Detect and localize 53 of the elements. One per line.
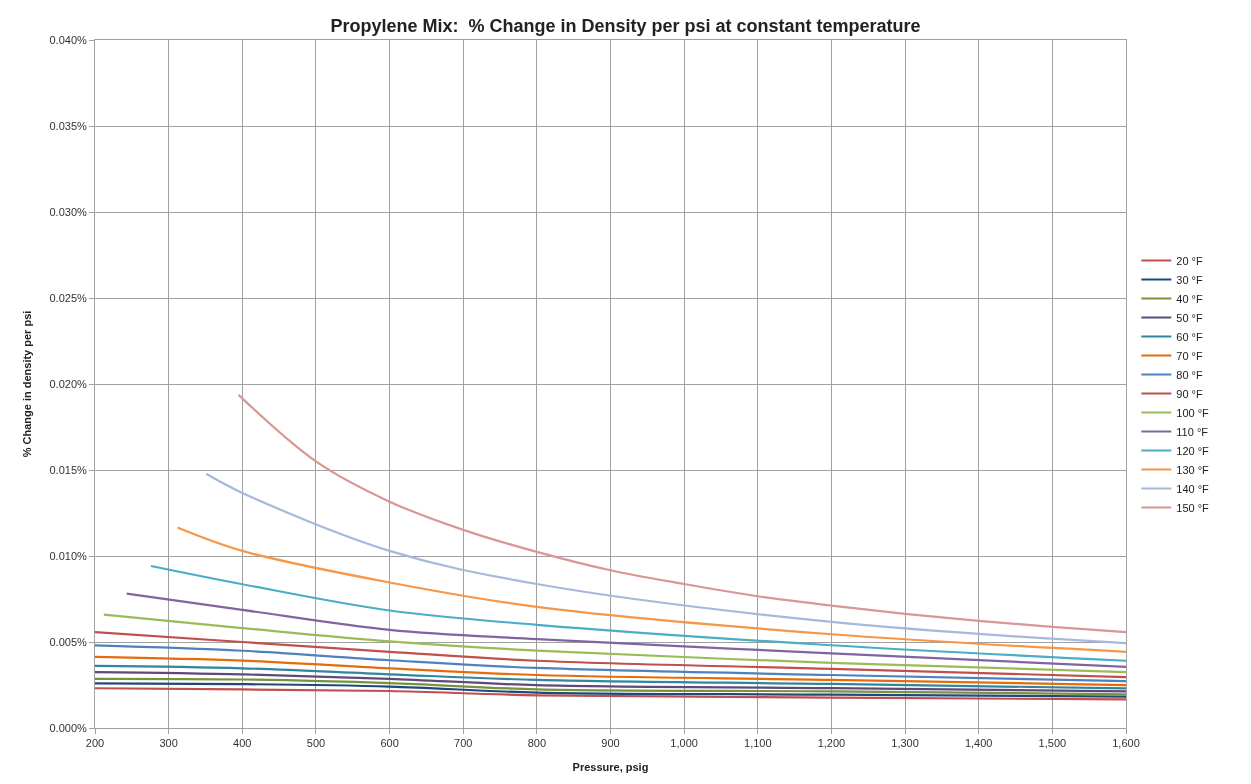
legend-label: 140 °F [1176, 482, 1210, 495]
legend-label: 40 °F [1176, 292, 1203, 305]
chart-title: Propylene Mix: % Change in Density per psi at constant temperature [330, 16, 921, 37]
y-tick-label: 0.025% [49, 291, 88, 304]
x-tick-label: 700 [454, 737, 473, 750]
legend-label: 90 °F [1176, 387, 1203, 400]
y-tick-label: 0.035% [49, 119, 88, 132]
legend-label: 120 °F [1176, 444, 1210, 457]
y-tick-label: 0.030% [49, 205, 88, 218]
y-axis-title: % Change in density per psi [21, 310, 34, 458]
x-tick-label: 1,200 [817, 737, 846, 750]
legend-label: 50 °F [1176, 311, 1203, 324]
legend-label: 150 °F [1176, 501, 1210, 514]
x-tick-label: 1,500 [1038, 737, 1067, 750]
y-tick-label: 0.005% [49, 635, 88, 648]
y-tick-label: 0.020% [49, 377, 88, 390]
line-series [95, 664, 1126, 690]
line-series [95, 677, 1126, 696]
line-series [205, 472, 1126, 645]
legend-label: 30 °F [1176, 273, 1203, 286]
line-series [237, 393, 1126, 634]
x-tick-label: 300 [159, 737, 178, 750]
x-tick-label: 1,400 [964, 737, 993, 750]
legend-label: 100 °F [1176, 406, 1210, 419]
line-series [176, 526, 1126, 653]
legend-label: 130 °F [1176, 463, 1210, 476]
legend-label: 70 °F [1176, 349, 1203, 362]
x-tick-label: 400 [233, 737, 252, 750]
x-tick-label: 1,100 [744, 737, 772, 750]
x-axis-title: Pressure, psig [572, 761, 649, 774]
x-tick-label: 800 [527, 737, 547, 750]
line-series [95, 682, 1126, 698]
x-tick-label: 500 [306, 737, 326, 750]
legend-label: 80 °F [1176, 368, 1203, 381]
x-tick-label: 1,600 [1112, 737, 1140, 750]
x-tick-label: 200 [85, 737, 105, 750]
line-series [102, 613, 1126, 674]
y-tick-label: 0.010% [49, 549, 88, 562]
x-tick-label: 1,000 [670, 737, 698, 750]
x-tick-label: 900 [601, 737, 620, 750]
y-tick-label: 0.000% [49, 721, 88, 734]
legend-label: 60 °F [1176, 330, 1203, 343]
legend-label: 20 °F [1176, 254, 1203, 267]
line-series [95, 671, 1126, 693]
x-tick-label: 1,300 [891, 737, 919, 750]
y-tick-label: 0.040% [49, 33, 88, 46]
line-series [95, 655, 1126, 687]
x-tick-label: 600 [380, 737, 399, 750]
y-tick-label: 0.015% [49, 463, 88, 476]
line-series [149, 564, 1126, 662]
line-series [95, 687, 1126, 701]
line-series [125, 592, 1126, 669]
legend-label: 110 °F [1176, 425, 1209, 438]
